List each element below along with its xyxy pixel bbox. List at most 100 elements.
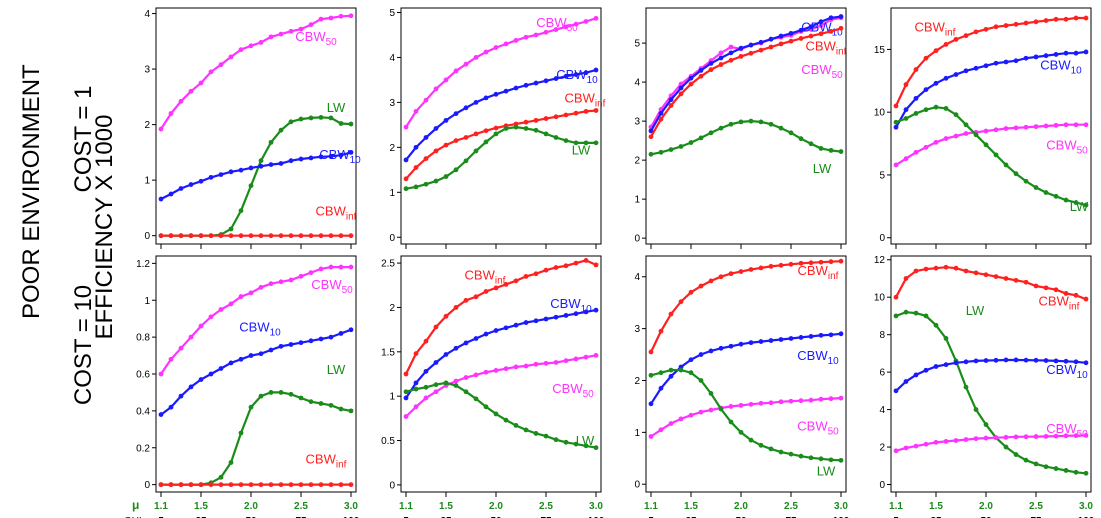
data-point-LW xyxy=(513,423,519,428)
data-point-CBWinf xyxy=(818,259,824,265)
data-point-CBWinf xyxy=(698,73,704,79)
data-point-CBW50 xyxy=(533,361,539,367)
y-axis-label: EFFICIENCY X 1000 xyxy=(91,114,118,340)
data-point-CBWinf xyxy=(453,138,459,144)
data-point-CBWinf xyxy=(298,233,304,239)
x-tick-label-gul: 75 xyxy=(540,516,552,518)
data-point-CBW10 xyxy=(953,360,959,366)
data-point-CBW10 xyxy=(513,322,519,328)
data-point-LW xyxy=(688,140,694,145)
data-point-CBWinf xyxy=(748,267,754,272)
data-point-CBW10 xyxy=(288,342,294,347)
data-point-CBW10 xyxy=(758,39,764,45)
data-point-CBW10 xyxy=(668,97,674,103)
y-tick-label: 5 xyxy=(879,170,885,181)
data-point-CBWinf xyxy=(318,482,324,488)
data-point-CBWinf xyxy=(543,267,549,273)
data-point-CBW50 xyxy=(718,50,724,56)
data-point-CBW10 xyxy=(1013,357,1019,363)
data-point-CBW10 xyxy=(583,309,589,315)
y-tick-label: 0 xyxy=(389,233,395,244)
y-tick-label: 10 xyxy=(874,108,886,119)
data-point-CBW10 xyxy=(563,73,569,79)
data-point-CBW50 xyxy=(708,407,714,413)
data-point-CBW10 xyxy=(198,178,204,184)
data-point-CBW10 xyxy=(543,78,549,84)
data-point-CBW10 xyxy=(423,135,429,140)
data-point-LW xyxy=(993,152,999,158)
data-point-LW xyxy=(493,411,499,417)
data-point-CBW10 xyxy=(668,373,674,379)
data-point-CBW10 xyxy=(738,45,744,51)
data-point-CBW50 xyxy=(248,290,254,296)
data-point-LW xyxy=(288,119,294,125)
data-point-CBW50 xyxy=(318,16,324,22)
data-point-CBW10 xyxy=(738,341,744,347)
data-point-LW xyxy=(543,433,549,439)
data-point-CBW50 xyxy=(308,22,314,28)
data-point-CBW50 xyxy=(678,81,684,87)
data-point-CBWinf xyxy=(523,119,529,125)
x-tick-label-gul: 100 xyxy=(1078,516,1095,518)
data-point-CBWinf xyxy=(423,338,429,344)
data-point-CBWinf xyxy=(188,233,194,239)
data-point-CBW10 xyxy=(503,88,509,94)
data-point-CBWinf xyxy=(778,262,784,268)
x-tick-label-gul: 5 xyxy=(158,516,164,518)
data-point-CBW50 xyxy=(198,323,204,329)
x-tick-label-mu: 2.5 xyxy=(294,501,308,512)
series-label-CBWinf: CBWinf xyxy=(465,268,506,287)
data-point-CBW50 xyxy=(648,434,654,439)
data-point-CBW10 xyxy=(748,42,754,48)
data-point-CBW10 xyxy=(563,313,569,318)
data-point-LW xyxy=(808,141,814,147)
data-point-CBW50 xyxy=(658,427,664,433)
data-point-CBW10 xyxy=(443,352,449,357)
data-point-LW xyxy=(818,146,824,151)
data-point-CBW10 xyxy=(493,328,499,333)
data-point-CBW50 xyxy=(278,279,284,285)
data-point-LW xyxy=(573,441,579,447)
data-point-LW xyxy=(708,391,714,396)
data-point-CBW10 xyxy=(523,320,529,325)
data-point-LW xyxy=(523,427,529,433)
data-point-CBWinf xyxy=(178,482,184,488)
data-point-CBWinf xyxy=(798,260,804,266)
series-label-CBW10: CBW10 xyxy=(239,320,281,339)
data-point-CBWinf xyxy=(1003,23,1009,28)
data-point-LW xyxy=(728,419,734,425)
data-point-LW xyxy=(563,138,569,144)
data-point-LW xyxy=(1053,193,1059,199)
series-label-CBWinf: CBWinf xyxy=(316,204,357,223)
data-point-CBW10 xyxy=(748,340,754,346)
data-point-CBW10 xyxy=(1063,50,1069,56)
data-point-CBWinf xyxy=(593,262,599,268)
data-point-CBWinf xyxy=(433,324,439,330)
data-point-CBW50 xyxy=(228,54,234,60)
plot-frame xyxy=(645,7,847,245)
data-point-CBW10 xyxy=(168,404,174,410)
data-point-CBWinf xyxy=(168,482,174,488)
data-point-CBW10 xyxy=(238,356,244,362)
data-point-LW xyxy=(688,370,694,376)
data-point-LW xyxy=(913,310,919,316)
data-point-CBW50 xyxy=(983,435,989,441)
data-point-LW xyxy=(543,131,549,137)
x-tick-label-gul: 100 xyxy=(343,516,360,518)
data-point-CBWinf xyxy=(768,44,774,50)
data-point-LW xyxy=(248,404,254,410)
data-point-LW xyxy=(943,106,949,111)
data-point-LW xyxy=(768,121,774,127)
data-point-CBWinf xyxy=(913,67,919,72)
y-tick-label: 0.2 xyxy=(136,443,150,454)
data-point-CBW50 xyxy=(188,334,194,340)
data-point-CBWinf xyxy=(553,114,559,120)
data-point-CBW10 xyxy=(778,33,784,39)
data-point-CBW50 xyxy=(593,15,599,21)
data-point-CBWinf xyxy=(828,259,834,265)
y-tick-label: 12 xyxy=(874,255,886,266)
data-point-CBW10 xyxy=(1083,49,1089,55)
data-point-CBW10 xyxy=(768,36,774,42)
data-point-CBW10 xyxy=(533,80,539,86)
y-tick-label: 3 xyxy=(634,117,640,128)
